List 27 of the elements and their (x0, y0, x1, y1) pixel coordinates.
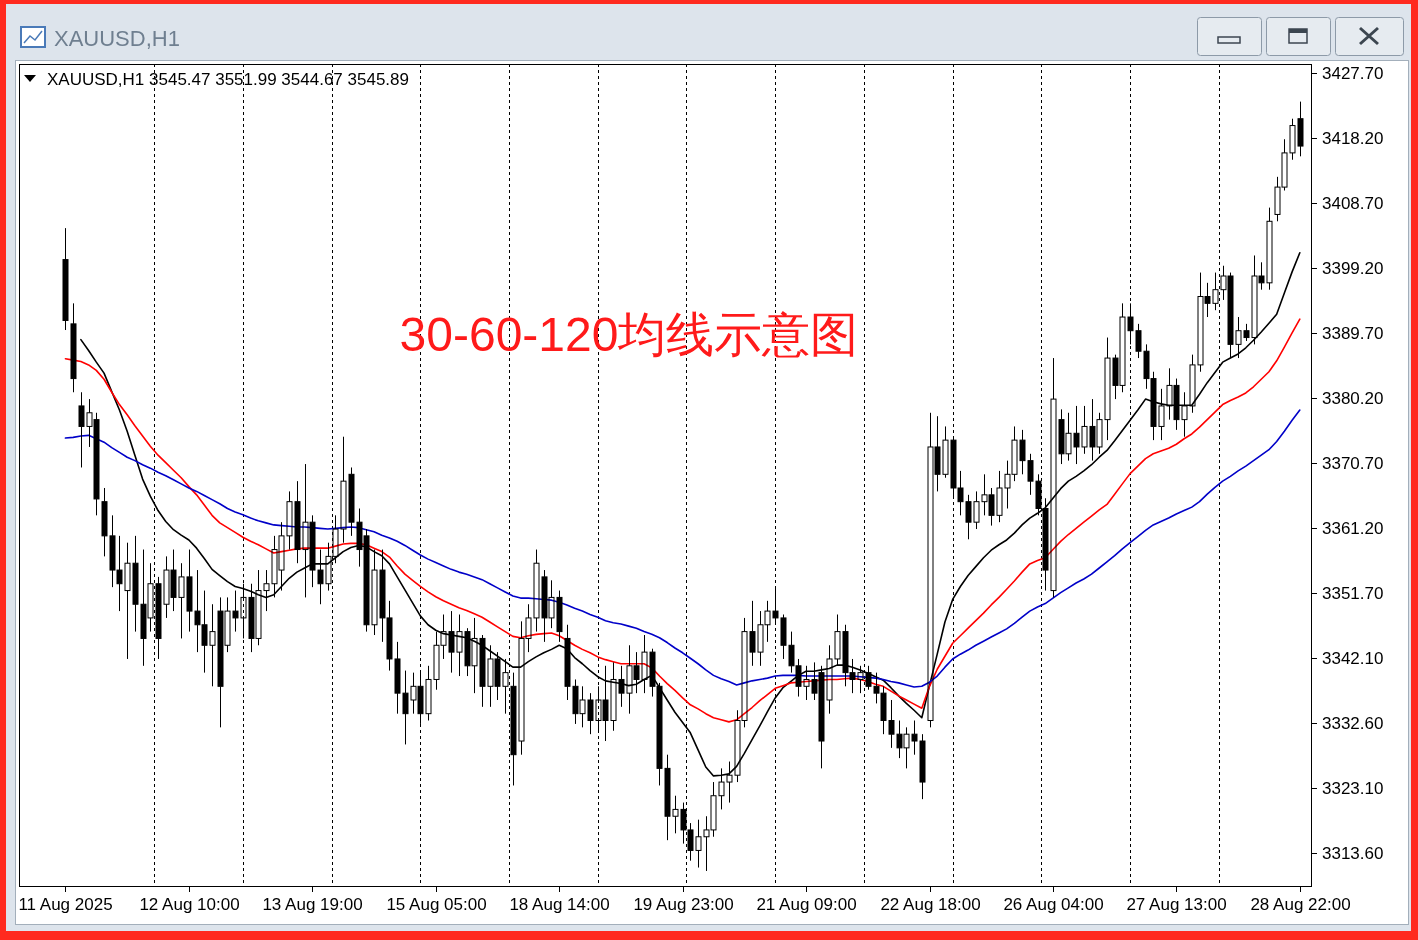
y-tick-label: 3313.60 (1322, 844, 1384, 863)
y-tick-label: 3380.20 (1322, 389, 1384, 408)
y-tick-label: 3361.20 (1322, 519, 1384, 538)
annotation: XAUUSD,H1 3545.47 3551.99 3544.67 3545.89 (47, 69, 409, 89)
y-tick-label: 3427.70 (1322, 64, 1384, 83)
y-tick-label: 3342.10 (1322, 649, 1384, 668)
x-tick-label: 18 Aug 14:00 (509, 895, 610, 914)
x-tick-label: 21 Aug 09:00 (756, 895, 857, 914)
x-tick-label: 26 Aug 04:00 (1003, 895, 1104, 914)
x-tick-label: 11 Aug 2025 (18, 895, 113, 914)
window-caption: XAUUSD,H1 (54, 26, 180, 51)
x-tick-label: 22 Aug 18:00 (880, 895, 981, 914)
x-tick-label: 19 Aug 23:00 (633, 895, 734, 914)
x-tick-label: 28 Aug 22:00 (1250, 895, 1351, 914)
y-tick-label: 3399.20 (1322, 259, 1384, 278)
x-tick-label: 12 Aug 10:00 (139, 895, 240, 914)
y-tick-label: 3332.60 (1322, 714, 1384, 733)
x-tick-label: 13 Aug 19:00 (262, 895, 363, 914)
y-tick-label: 3323.10 (1322, 779, 1384, 798)
y-tick-label: 3389.70 (1322, 324, 1384, 343)
y-tick-label: 3418.20 (1322, 129, 1384, 148)
x-tick-label: 27 Aug 13:00 (1126, 895, 1227, 914)
x-tick-label: 15 Aug 05:00 (386, 895, 487, 914)
text: 30-60-120均线示意图 (399, 307, 859, 361)
y-tick-label: 3370.70 (1322, 454, 1384, 473)
y-tick-label: 3351.70 (1322, 584, 1384, 603)
y-tick-label: 3408.70 (1322, 194, 1384, 213)
